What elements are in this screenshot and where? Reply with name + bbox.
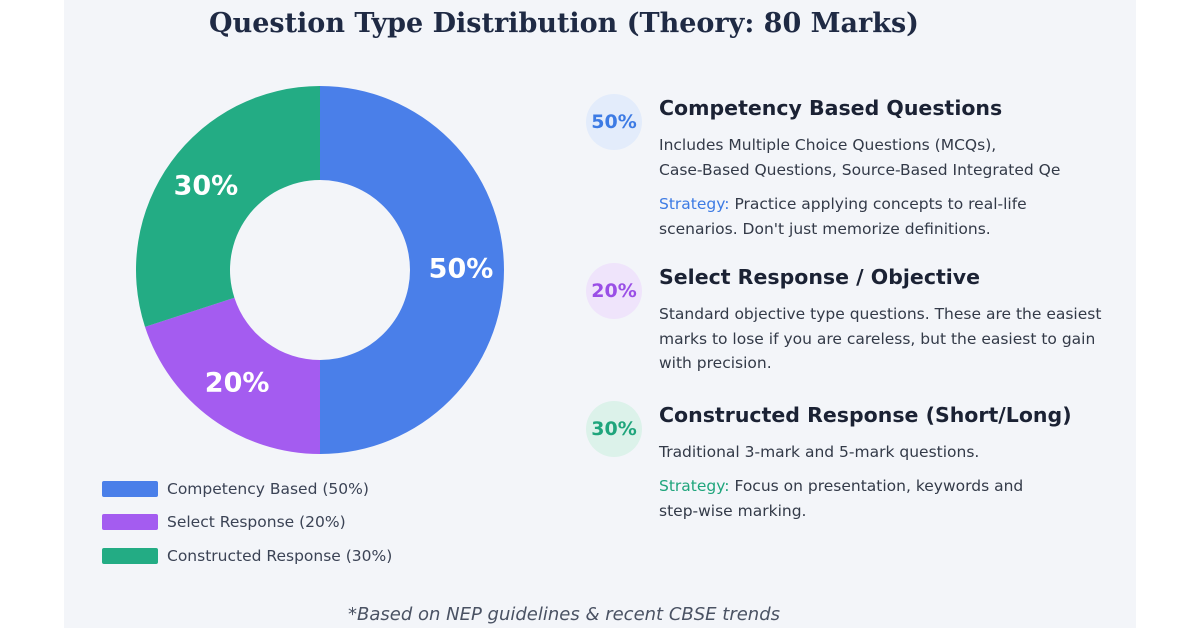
strategy-text: Focus on presentation, keywords and step… bbox=[659, 477, 1024, 520]
strategy-label: Strategy: bbox=[659, 195, 730, 213]
legend-item-competency: Competency Based (50%) bbox=[102, 472, 392, 506]
badge-constructed: 30% bbox=[586, 401, 642, 457]
legend-swatch-competency bbox=[102, 480, 158, 497]
card-competency: 50% Competency Based Questions Includes … bbox=[586, 94, 1106, 244]
legend-label-select: Select Response (20%) bbox=[167, 513, 346, 532]
legend-label-constructed: Constructed Response (30%) bbox=[167, 546, 393, 565]
slice-label-competency: 50% bbox=[429, 254, 494, 285]
card-desc-line-2: Case-Based Questions, Source-Based Integ… bbox=[659, 160, 1061, 179]
slice-select bbox=[145, 297, 320, 454]
card-strategy-competency: Strategy: Practice applying concepts to … bbox=[659, 192, 1107, 241]
card-strategy-constructed: Strategy: Focus on presentation, keyword… bbox=[659, 474, 1049, 523]
legend-item-select: Select Response (20%) bbox=[102, 506, 392, 540]
legend-swatch-constructed bbox=[102, 547, 158, 564]
card-title-select: Select Response / Objective bbox=[659, 265, 981, 289]
chart-legend: Competency Based (50%) Select Response (… bbox=[102, 472, 392, 573]
card-desc-select: Standard objective type questions. These… bbox=[659, 305, 1102, 372]
slice-label-constructed: 30% bbox=[174, 171, 239, 202]
badge-competency: 50% bbox=[586, 94, 642, 150]
card-title-constructed: Constructed Response (Short/Long) bbox=[659, 403, 1072, 427]
card-title-competency: Competency Based Questions bbox=[659, 96, 1003, 120]
strategy-label: Strategy: bbox=[659, 477, 730, 495]
slice-competency bbox=[320, 86, 504, 454]
badge-select: 20% bbox=[586, 263, 642, 319]
footnote: *Based on NEP guidelines & recent CBSE t… bbox=[347, 604, 781, 625]
legend-swatch-select bbox=[102, 514, 158, 531]
card-select: 20% Select Response / Objective Standard… bbox=[586, 263, 1106, 383]
card-desc-competency: Includes Multiple Choice Questions (MCQs… bbox=[659, 133, 1107, 182]
legend-item-constructed: Constructed Response (30%) bbox=[102, 539, 392, 573]
page-title: Question Type Distribution (Theory: 80 M… bbox=[209, 8, 919, 39]
legend-label-competency: Competency Based (50%) bbox=[167, 479, 369, 498]
card-desc-line-1: Includes Multiple Choice Questions (MCQs… bbox=[659, 136, 997, 154]
slice-label-select: 20% bbox=[205, 368, 270, 399]
strategy-text: Practice applying concepts to real-life … bbox=[659, 195, 1027, 238]
card-desc-constructed: Traditional 3-mark and 5-mark questions. bbox=[659, 443, 980, 461]
slice-constructed bbox=[135, 86, 320, 327]
card-constructed: 30% Constructed Response (Short/Long) Tr… bbox=[586, 401, 1106, 531]
